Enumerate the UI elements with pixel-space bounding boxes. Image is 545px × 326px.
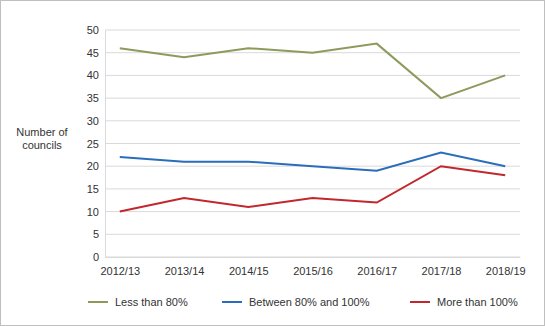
x-tick: 2015/16: [293, 257, 333, 277]
y-tick-label: 30: [87, 115, 99, 127]
y-tick-label: 40: [87, 69, 99, 81]
y-tick: 5: [93, 228, 105, 240]
legend: Less than 80% Between 80% and 100% More th…: [88, 296, 518, 308]
y-axis-line: [105, 31, 106, 258]
x-tick-label: 2017/18: [422, 265, 462, 277]
grid-line: [105, 257, 520, 258]
y-axis-title: Number ofcouncils: [16, 126, 68, 151]
legend-item: More than 100%: [410, 296, 518, 308]
frame: [1, 1, 545, 326]
grid-line: [105, 30, 520, 31]
legend-label: Less than 80%: [115, 296, 188, 308]
grid-line: [105, 143, 520, 144]
y-tick-label: 35: [87, 92, 99, 104]
y-tick-label: 50: [87, 24, 99, 36]
y-tick: 20: [87, 160, 105, 172]
x-tick-label: 2018/19: [486, 265, 526, 277]
y-tick-label: 5: [93, 228, 99, 240]
y-tick-label: 45: [87, 47, 99, 59]
y-tick-label: 20: [87, 160, 99, 172]
y-tick-label: 0: [93, 251, 99, 263]
grid-line: [105, 188, 520, 189]
legend-swatch: [410, 301, 430, 303]
y-axis-title-line: Number of: [16, 126, 68, 138]
legend-item: Between 80% and 100%: [222, 296, 370, 308]
x-tick-label: 2015/16: [293, 265, 333, 277]
legend-swatch: [88, 301, 108, 303]
grid-line: [105, 234, 520, 235]
grid-line: [105, 211, 520, 212]
legend-swatch: [222, 301, 242, 303]
x-tick: 2012/13: [100, 257, 140, 277]
y-tick: 35: [87, 92, 105, 104]
x-axis: 2012/13 2013/14 2014/15 2015/16 2016/17 2017/…: [100, 257, 525, 277]
x-tick-label: 2014/15: [229, 265, 269, 277]
x-tick: 2016/17: [357, 257, 397, 277]
x-tick: 2018/19: [486, 257, 526, 277]
y-tick: 30: [87, 115, 105, 127]
series-line: [120, 44, 505, 98]
x-axis-line: [106, 257, 521, 258]
chart: 0 5 10 15 20 25 30 35 40 45 50 2012/13 2013/14 2014/1…: [0, 0, 545, 326]
x-tick-label: 2016/17: [357, 265, 397, 277]
x-tick: 2014/15: [229, 257, 269, 277]
legend-label: More than 100%: [437, 296, 518, 308]
x-tick: 2013/14: [165, 257, 205, 277]
y-tick-label: 25: [87, 138, 99, 150]
y-tick: 40: [87, 69, 105, 81]
grid: [105, 30, 520, 257]
y-axis-title-line: councils: [22, 139, 62, 151]
grid-line: [105, 75, 520, 76]
x-tick-label: 2013/14: [165, 265, 205, 277]
series-lines: [120, 44, 505, 212]
legend-item: Less than 80%: [88, 296, 188, 308]
series-line: [120, 166, 505, 211]
y-tick-label: 15: [87, 183, 99, 195]
y-axis: 0 5 10 15 20 25 30 35 40 45 50: [87, 24, 106, 263]
y-tick: 10: [87, 206, 105, 218]
x-tick-label: 2012/13: [100, 265, 140, 277]
y-tick: 45: [87, 47, 105, 59]
y-tick-label: 10: [87, 206, 99, 218]
y-tick: 50: [87, 24, 105, 36]
grid-line: [105, 98, 520, 99]
y-tick: 15: [87, 183, 105, 195]
y-tick: 25: [87, 138, 105, 150]
y-tick: 0: [93, 251, 105, 263]
grid-line: [105, 120, 520, 121]
x-tick: 2017/18: [422, 257, 462, 277]
legend-label: Between 80% and 100%: [249, 296, 370, 308]
